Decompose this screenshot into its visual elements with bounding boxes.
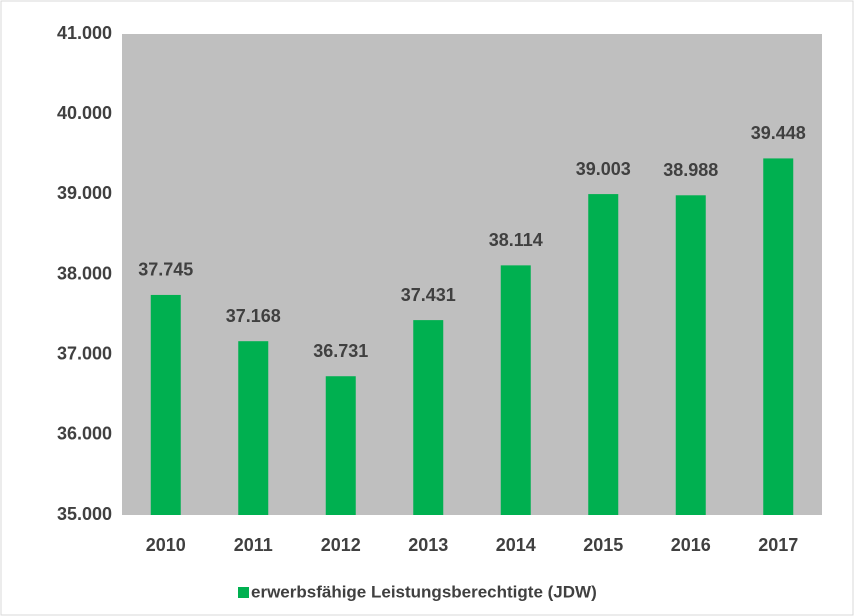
y-tick-label: 36.000: [57, 424, 112, 444]
y-tick-label: 40.000: [57, 103, 112, 123]
value-label: 37.168: [226, 306, 281, 326]
x-tick-label: 2015: [583, 535, 623, 555]
value-label: 37.431: [401, 285, 456, 305]
y-tick-label: 39.000: [57, 183, 112, 203]
value-label: 37.745: [138, 260, 193, 280]
legend-swatch: [238, 587, 249, 598]
legend-label: erwerbsfähige Leistungsberechtigte (JDW): [251, 582, 597, 601]
bar: [675, 195, 706, 515]
plot-area: [122, 34, 822, 515]
y-tick-label: 41.000: [57, 23, 112, 43]
value-label: 39.448: [751, 123, 806, 143]
bar: [150, 294, 181, 515]
bar: [588, 194, 619, 515]
x-tick-label: 2012: [321, 535, 361, 555]
y-tick-label: 35.000: [57, 504, 112, 524]
bar: [413, 320, 444, 515]
x-tick-label: 2010: [146, 535, 186, 555]
value-label: 38.114: [489, 230, 543, 250]
x-tick-label: 2017: [758, 535, 798, 555]
bar: [763, 158, 794, 515]
bar: [325, 376, 356, 515]
x-tick-label: 2013: [408, 535, 448, 555]
y-tick-label: 38.000: [57, 263, 112, 283]
bar: [500, 265, 531, 515]
y-tick-label: 37.000: [57, 343, 112, 363]
x-tick-label: 2014: [496, 535, 536, 555]
x-tick-label: 2011: [234, 535, 273, 555]
value-label: 38.988: [663, 160, 718, 180]
value-label: 39.003: [576, 159, 631, 179]
value-label: 36.731: [313, 341, 368, 361]
x-tick-label: 2016: [671, 535, 711, 555]
bar: [238, 341, 269, 515]
